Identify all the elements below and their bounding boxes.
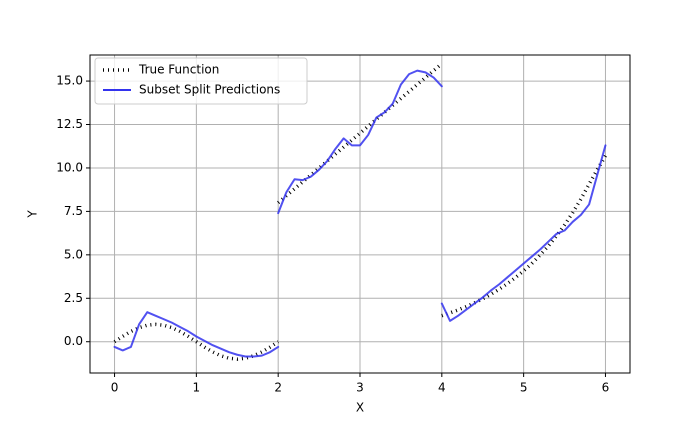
x-tick-label: 1 bbox=[193, 381, 201, 395]
y-axis-label: Y bbox=[26, 210, 40, 219]
x-tick-label: 2 bbox=[274, 381, 282, 395]
x-tick-label: 3 bbox=[356, 381, 364, 395]
x-tick-label: 5 bbox=[520, 381, 528, 395]
y-tick-label: 5.0 bbox=[64, 247, 83, 261]
legend-label: True Function bbox=[138, 63, 219, 77]
y-tick-label: 0.0 bbox=[64, 334, 83, 348]
legend-box bbox=[94, 57, 308, 105]
y-tick-label: 7.5 bbox=[64, 204, 83, 218]
x-axis-label: X bbox=[356, 401, 364, 415]
y-tick-label: 10.0 bbox=[56, 160, 83, 174]
y-tick-label: 2.5 bbox=[64, 291, 83, 305]
series-line bbox=[113, 69, 607, 358]
x-tick-label: 4 bbox=[438, 381, 446, 395]
plot-frame bbox=[89, 54, 631, 374]
x-tick-label: 6 bbox=[602, 381, 610, 395]
legend-label: Subset Split Predictions bbox=[139, 83, 280, 97]
y-tick-label: 12.5 bbox=[56, 117, 83, 131]
x-tick-label: 0 bbox=[111, 381, 119, 395]
y-tick-label: 15.0 bbox=[56, 74, 83, 88]
